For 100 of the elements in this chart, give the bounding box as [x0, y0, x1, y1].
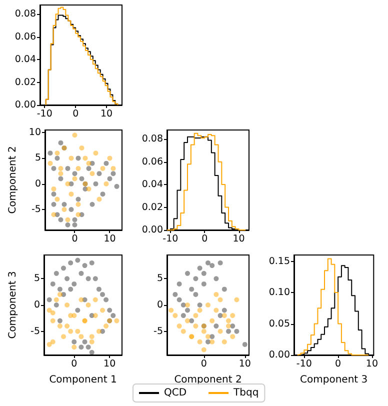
- y-tick-label: -5: [30, 326, 40, 337]
- point: [64, 324, 70, 329]
- point: [104, 297, 109, 302]
- point: [57, 324, 62, 329]
- point: [46, 297, 52, 302]
- point: [210, 318, 215, 324]
- point: [76, 166, 81, 171]
- point: [189, 286, 194, 292]
- point: [72, 281, 77, 286]
- point: [62, 206, 67, 212]
- point: [197, 266, 202, 271]
- point: [54, 156, 60, 161]
- point: [93, 181, 98, 186]
- point: [206, 339, 210, 344]
- point: [75, 258, 80, 263]
- point: [222, 339, 227, 344]
- point: [226, 318, 231, 324]
- point: [185, 308, 190, 313]
- point: [46, 308, 52, 313]
- y-tick-label: 0.05: [268, 318, 290, 330]
- point: [89, 350, 94, 355]
- point: [89, 334, 94, 340]
- point: [90, 202, 95, 207]
- point: [185, 302, 190, 308]
- y-tick-label: 0.06: [142, 156, 163, 168]
- point: [114, 318, 120, 324]
- point: [72, 132, 78, 138]
- legend-label: QCD: [164, 388, 187, 398]
- y-tick-label: 0.00: [268, 350, 290, 360]
- y-tick-label: 10: [28, 127, 41, 138]
- point: [193, 313, 198, 318]
- x-axis-title: Component 2: [174, 374, 242, 386]
- point: [197, 339, 202, 344]
- point: [65, 222, 70, 228]
- point: [96, 196, 102, 202]
- y-tick-label: 0.06: [14, 31, 36, 42]
- point: [180, 313, 186, 318]
- point: [168, 308, 174, 313]
- point: [104, 181, 109, 186]
- point: [206, 302, 210, 308]
- point: [193, 276, 198, 282]
- point: [100, 308, 105, 313]
- point: [176, 281, 182, 286]
- point: [107, 308, 112, 313]
- point: [242, 342, 248, 347]
- y-tick-label: 0: [156, 300, 163, 310]
- point: [72, 344, 77, 350]
- point: [54, 302, 59, 308]
- point: [93, 150, 98, 156]
- point: [72, 339, 77, 344]
- x-tick-label: -10: [162, 234, 178, 244]
- point: [230, 334, 236, 340]
- point: [201, 281, 206, 286]
- x-tick-label: 0: [202, 234, 208, 244]
- point: [234, 297, 240, 302]
- legend-label: Tbqq: [232, 388, 259, 398]
- point: [79, 176, 84, 182]
- point: [68, 328, 74, 334]
- point: [72, 222, 78, 228]
- y-axis-title: Component 3: [8, 271, 18, 339]
- point: [201, 270, 206, 276]
- point: [58, 171, 64, 176]
- x-axis-title: Component 3: [300, 374, 368, 386]
- point: [57, 318, 62, 324]
- x-axis-title: Component 1: [49, 374, 117, 386]
- point: [230, 324, 236, 329]
- point: [214, 292, 219, 297]
- point: [68, 286, 74, 292]
- point: [104, 324, 109, 329]
- point: [46, 342, 52, 347]
- point: [72, 313, 77, 318]
- point: [90, 171, 95, 176]
- point: [210, 263, 215, 268]
- point: [76, 196, 81, 202]
- point: [75, 328, 80, 334]
- y-tick-label: 0.02: [142, 202, 163, 213]
- x-tick-label: 10: [232, 234, 245, 244]
- x-tick-label: 0: [72, 108, 79, 120]
- point: [226, 328, 231, 334]
- point: [185, 270, 190, 276]
- point: [50, 281, 56, 286]
- x-tick-label: 10: [366, 358, 378, 370]
- point: [86, 302, 91, 308]
- point: [92, 276, 98, 282]
- y-tick-label: -5: [32, 204, 41, 215]
- point: [214, 324, 219, 329]
- point: [78, 334, 84, 340]
- point: [58, 166, 64, 171]
- point: [51, 186, 56, 192]
- point: [76, 212, 81, 218]
- point: [51, 202, 56, 207]
- point: [78, 344, 84, 350]
- point: [218, 260, 223, 266]
- point: [176, 297, 182, 302]
- point: [206, 334, 210, 340]
- point: [82, 156, 88, 161]
- x-tick-label: 0: [335, 358, 342, 370]
- point: [51, 212, 56, 218]
- y-tick-label: 5: [34, 152, 41, 164]
- point: [51, 192, 56, 197]
